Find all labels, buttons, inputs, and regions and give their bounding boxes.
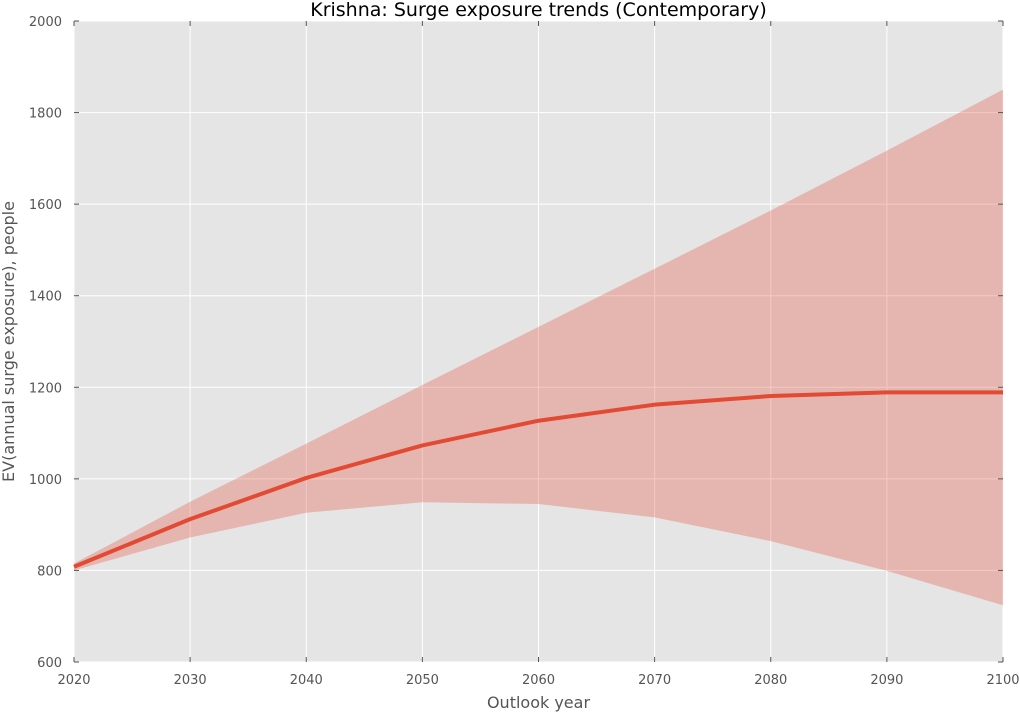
y-tick-label-4: 1400	[29, 290, 62, 305]
x-tick-label-8: 2100	[986, 673, 1019, 688]
tick-labels: 2020 2030 2040 2050 2060 2070 2080 2090 2100 600 8…	[29, 15, 1020, 688]
y-tick-label-2: 1000	[29, 473, 62, 488]
x-tick-label-2: 2040	[290, 673, 323, 688]
x-tick-label-6: 2080	[754, 673, 787, 688]
x-tick-label-0: 2020	[57, 673, 90, 688]
x-tick-label-3: 2050	[406, 673, 439, 688]
y-tick-label-1: 800	[37, 564, 62, 579]
y-tick-label-5: 1600	[29, 198, 62, 213]
axis-ticks	[73, 20, 1004, 663]
x-tick-label-5: 2070	[638, 673, 671, 688]
chart-title: Krishna: Surge exposure trends (Contempo…	[310, 0, 767, 21]
x-tick-label-1: 2030	[174, 673, 207, 688]
x-tick-label-7: 2090	[870, 673, 903, 688]
series-line	[73, 390, 1003, 569]
y-axis-label: EV(annual surge exposure), people	[0, 201, 18, 482]
x-tick-label-4: 2060	[522, 673, 555, 688]
x-axis-label: Outlook year	[487, 693, 591, 712]
y-tick-label-7: 2000	[29, 15, 62, 30]
y-tick-label-0: 600	[37, 656, 62, 671]
y-tick-label-3: 1200	[29, 381, 62, 396]
y-tick-label-6: 1800	[29, 107, 62, 122]
